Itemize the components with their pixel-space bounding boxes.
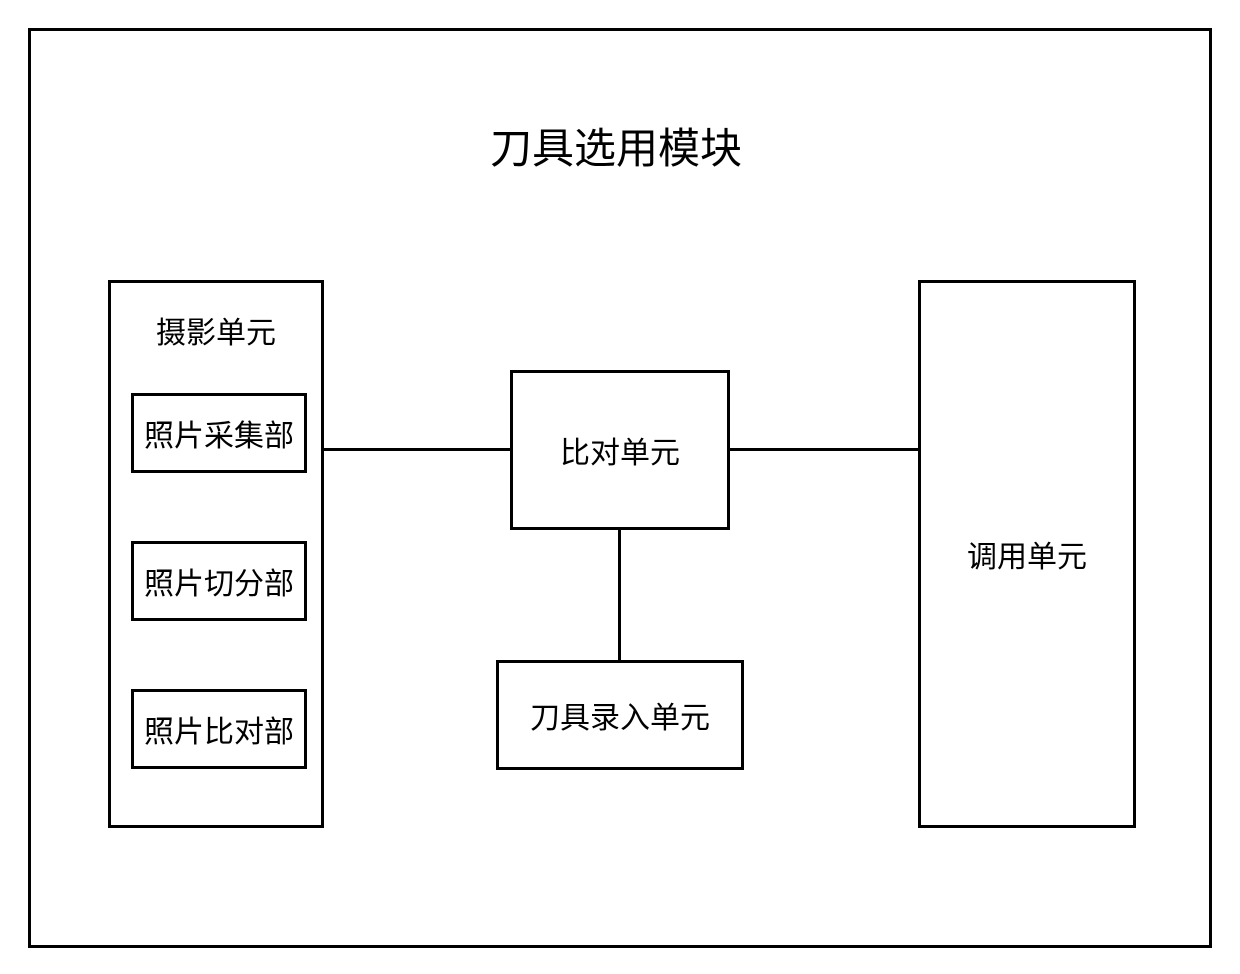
tool-input-unit-label: 刀具录入单元 (530, 693, 710, 737)
photo-compare-box: 照片比对部 (131, 689, 307, 769)
photography-unit-label: 摄影单元 (111, 308, 321, 352)
photo-compare-label: 照片比对部 (144, 707, 294, 751)
edge-compare-to-toolinput (618, 530, 621, 660)
compare-unit-label: 比对单元 (560, 428, 680, 472)
photography-unit-box: 摄影单元 照片采集部 照片切分部 照片比对部 (108, 280, 324, 828)
diagram-title: 刀具选用模块 (490, 115, 742, 176)
photo-split-label: 照片切分部 (144, 559, 294, 603)
photo-collect-box: 照片采集部 (131, 393, 307, 473)
edge-photo-to-compare (324, 448, 510, 451)
compare-unit-box: 比对单元 (510, 370, 730, 530)
call-unit-box: 调用单元 (918, 280, 1136, 828)
tool-input-unit-box: 刀具录入单元 (496, 660, 744, 770)
call-unit-label: 调用单元 (967, 532, 1087, 576)
photo-split-box: 照片切分部 (131, 541, 307, 621)
edge-compare-to-call (730, 448, 918, 451)
photo-collect-label: 照片采集部 (144, 411, 294, 455)
